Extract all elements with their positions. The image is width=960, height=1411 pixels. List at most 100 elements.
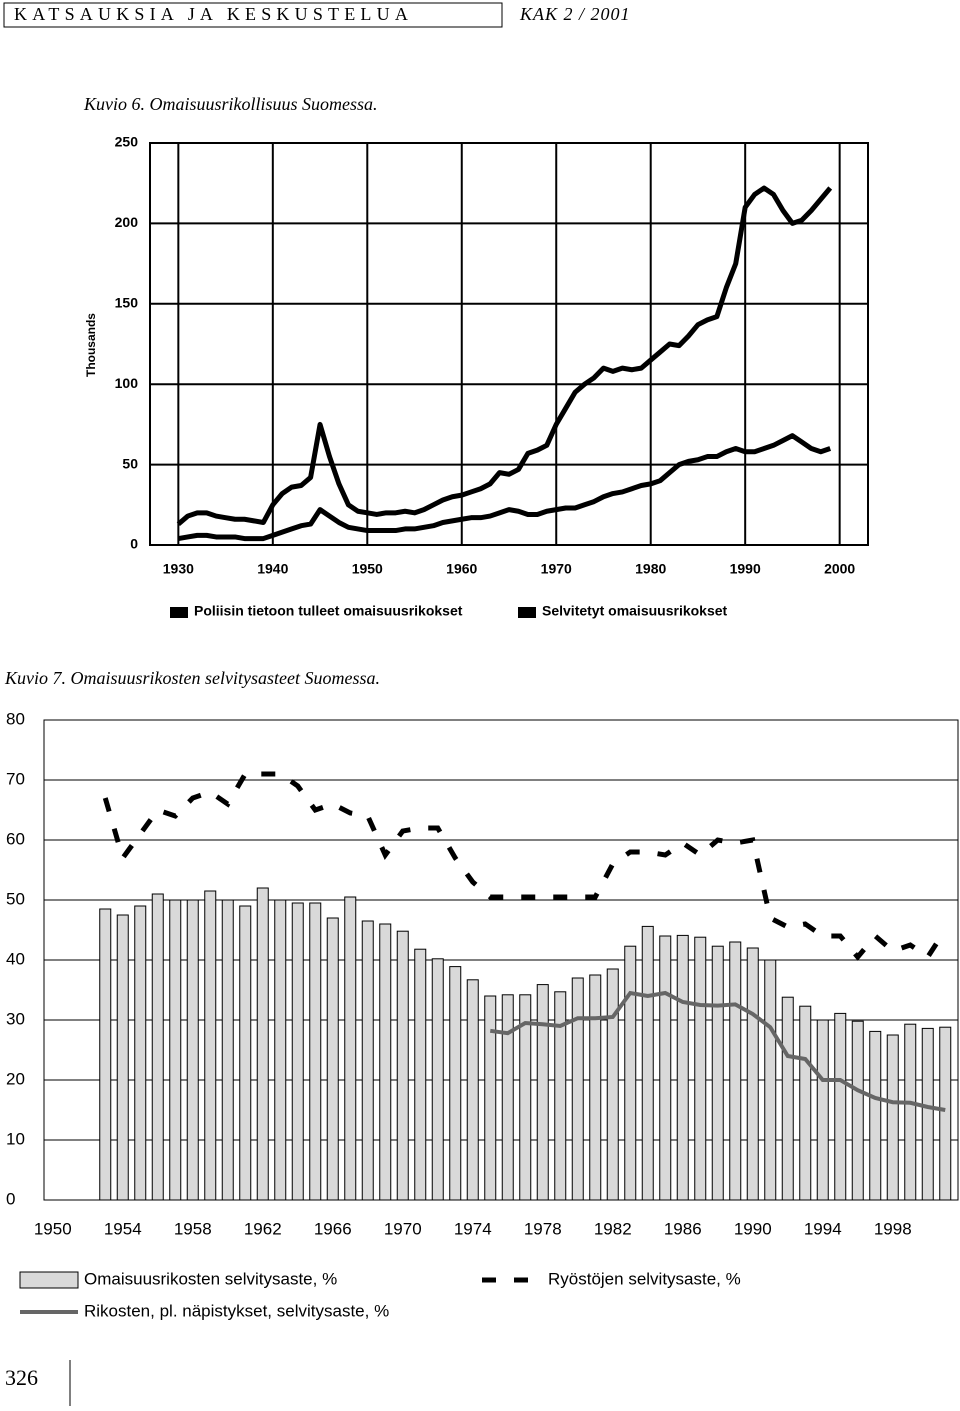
bar [99,908,112,1201]
bar [204,890,217,1201]
bar [431,958,444,1201]
header-issue: KAK 2 / 2001 [519,4,631,24]
bar [659,935,672,1201]
figure-caption: Kuvio 7. Omaisuusrikosten selvitysasteet… [4,668,380,688]
legend-swatch [19,1271,79,1289]
y-tick-label: 50 [6,889,25,908]
bar [606,968,619,1201]
bar [134,905,147,1201]
x-tick-label: 1982 [594,1219,632,1238]
bar [554,991,567,1201]
y-tick-label: 200 [115,214,139,230]
legend-label: Selvitetyt omaisuusrikokset [542,603,728,619]
data-line [176,185,833,526]
y-axis-label: Thousands [84,313,98,377]
bar [921,1027,934,1201]
bar [904,1023,917,1201]
bar [886,1034,899,1201]
legend-label: Rikosten, pl. näpistykset, selvitysaste,… [84,1301,389,1320]
plot-frame [149,142,869,546]
bar [116,914,129,1201]
bar [746,947,759,1201]
bar [239,905,252,1201]
x-tick-label: 1930 [163,561,194,577]
bar [169,899,182,1201]
bar [711,945,724,1201]
bar [396,930,409,1201]
x-tick-label: 1970 [541,561,572,577]
bar [729,941,742,1201]
bar [624,945,637,1201]
data-line [102,771,948,961]
legend-label: Ryöstöjen selvitysaste, % [548,1269,741,1288]
y-tick-label: 30 [6,1009,25,1028]
legend-label: Poliisin tietoon tulleet omaisuusrikokse… [194,603,463,619]
x-tick-label: 1974 [454,1219,492,1238]
plot-frame [43,719,959,1201]
header-box [3,2,503,28]
x-tick-label: 1960 [446,561,477,577]
x-tick-label: 1958 [174,1219,212,1238]
bar [449,966,462,1201]
bar [274,899,287,1201]
legend-swatch [170,607,188,618]
bar [781,996,794,1201]
y-tick-label: 0 [6,1189,15,1208]
x-tick-label: 1962 [244,1219,282,1238]
x-tick-label: 1950 [352,561,383,577]
y-tick-label: 150 [115,295,139,311]
x-tick-label: 1940 [257,561,288,577]
y-tick-label: 100 [115,375,139,391]
x-tick-label: 1980 [635,561,666,577]
y-tick-label: 20 [6,1069,25,1088]
bar [309,902,322,1201]
bar [764,959,777,1201]
legend-label: Omaisuusrikosten selvitysaste, % [84,1269,337,1288]
bar [589,974,602,1201]
data-line [489,990,946,1112]
y-tick-label: 0 [130,536,138,552]
bar [291,902,304,1201]
x-tick-label: 1990 [734,1219,772,1238]
bar [466,979,479,1201]
bar [571,977,584,1201]
bar [414,948,427,1201]
bar [641,925,654,1201]
y-tick-label: 70 [6,769,25,788]
bar [256,887,269,1201]
figure-caption: Kuvio 6. Omaisuusrikollisuus Suomessa. [83,94,378,114]
y-tick-label: 250 [115,134,139,150]
bar [676,934,689,1201]
x-tick-label: 1950 [34,1219,72,1238]
bar [151,893,164,1201]
bar [379,923,392,1201]
data-line [177,433,832,542]
bar [694,936,707,1201]
y-tick-label: 80 [6,709,25,728]
x-tick-label: 1954 [104,1219,142,1238]
bar [939,1026,952,1201]
bar [816,1019,829,1201]
x-tick-label: 1990 [730,561,761,577]
x-tick-label: 1970 [384,1219,422,1238]
bar [326,917,339,1201]
header-section: KATSAUKSIA JA KESKUSTELUA [14,4,413,24]
x-tick-label: 1986 [664,1219,702,1238]
x-tick-label: 1998 [874,1219,912,1238]
x-tick-label: 1966 [314,1219,352,1238]
bar [536,984,549,1201]
x-tick-label: 2000 [824,561,855,577]
x-tick-label: 1994 [804,1219,842,1238]
y-tick-label: 40 [6,949,25,968]
bar [834,1012,847,1201]
page-number: 326 [5,1365,38,1390]
bar [484,995,497,1201]
bar [501,994,514,1201]
bar [361,920,374,1201]
y-tick-label: 10 [6,1129,25,1148]
bar [221,899,234,1201]
x-tick-label: 1978 [524,1219,562,1238]
legend-swatch [518,607,536,618]
bar [851,1020,864,1201]
